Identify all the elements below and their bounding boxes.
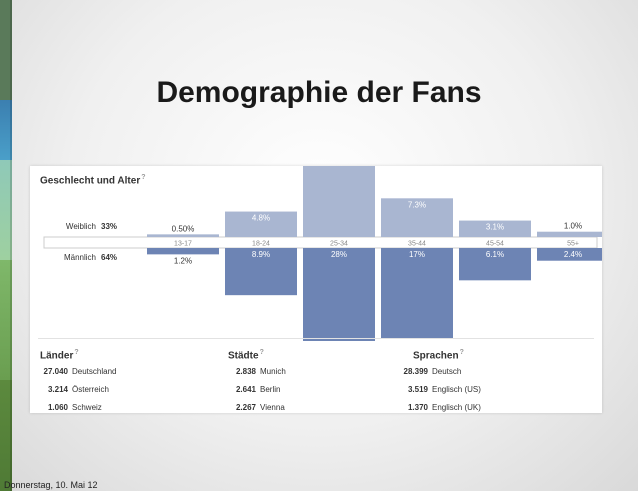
- item-count: 2.838: [235, 367, 256, 376]
- item-name: Österreich: [72, 385, 109, 394]
- data-label-female: 0.50%: [172, 224, 195, 233]
- languages-list: 28.399 Deutsch 3.519 Englisch (US) 1.370 En…: [390, 363, 481, 417]
- data-label-male: 2.4%: [564, 250, 582, 259]
- bar-female: [225, 211, 297, 237]
- section-divider: [38, 338, 594, 339]
- list-item[interactable]: 28.399 Deutsch: [390, 363, 481, 381]
- gender-age-title-text: Geschlecht und Alter: [40, 175, 141, 187]
- item-name: Munich: [260, 367, 286, 376]
- list-item[interactable]: 27.040 Deutschland: [30, 363, 117, 381]
- item-count: 28.399: [403, 367, 428, 376]
- data-label-female: 7.3%: [408, 200, 426, 209]
- demographics-panel: Geschlecht und Alter? Weiblich 33% Männlic…: [30, 166, 602, 413]
- countries-list: 27.040 Deutschland 3.214 Österreich 1.060 S…: [30, 363, 117, 417]
- category-label: 45-54: [486, 241, 504, 248]
- item-name: Deutsch: [432, 367, 462, 376]
- data-label-male: 28%: [331, 250, 347, 259]
- category-label: 55+: [567, 241, 579, 248]
- series-label-male: Männlich: [64, 253, 96, 262]
- help-icon[interactable]: ?: [74, 349, 79, 356]
- data-label-male: 17%: [409, 250, 425, 259]
- countries-title-text: Länder: [40, 350, 74, 362]
- list-item[interactable]: 3.214 Österreich: [30, 381, 116, 399]
- item-name: Berlin: [260, 385, 281, 394]
- footer-date: Donnerstag, 10. Mai 12: [4, 480, 98, 490]
- series-share-female: 33%: [101, 222, 117, 231]
- cities-title: Städte?: [228, 349, 264, 361]
- data-label-male: 8.9%: [252, 250, 270, 259]
- cities-title-text: Städte: [228, 350, 259, 362]
- item-count: 3.519: [407, 385, 428, 394]
- slide-accent-bar: [0, 0, 12, 491]
- list-item[interactable]: 2.838 Munich: [218, 363, 286, 381]
- item-count: 2.267: [235, 403, 256, 412]
- bar-male: [147, 248, 219, 255]
- item-name: Englisch (US): [432, 385, 481, 394]
- bar-female: [537, 231, 602, 237]
- data-label-female: 3.1%: [486, 223, 504, 232]
- bar-female: [303, 166, 375, 237]
- category-label: 18-24: [252, 241, 270, 248]
- help-icon[interactable]: ?: [459, 349, 464, 356]
- bar-female: [381, 198, 453, 237]
- data-label-male: 1.2%: [174, 256, 192, 265]
- gender-age-title: Geschlecht und Alter?: [40, 174, 146, 186]
- list-item[interactable]: 1.060 Schweiz: [30, 399, 116, 417]
- list-item[interactable]: 2.641 Berlin: [218, 381, 286, 399]
- slide-title: Demographie der Fans: [156, 76, 482, 109]
- series-label-female: Weiblich: [66, 222, 96, 231]
- item-count: 2.641: [235, 385, 256, 394]
- list-item[interactable]: 2.267 Vienna: [218, 399, 286, 417]
- item-name: Englisch (UK): [432, 403, 481, 412]
- data-label-female: 1.0%: [564, 222, 582, 231]
- languages-title: Sprachen?: [413, 349, 464, 361]
- category-label: 25-34: [330, 241, 348, 248]
- item-count: 1.370: [407, 403, 428, 412]
- item-count: 1.060: [47, 403, 68, 412]
- item-count: 3.214: [47, 385, 68, 394]
- languages-title-text: Sprachen: [413, 350, 459, 362]
- age-axis-band: [43, 236, 598, 249]
- gender-age-chart: Weiblich 33% Männlich 64% 13-17 0.50% 1.2% 18-2…: [43, 166, 602, 341]
- data-label-female: 4.8%: [252, 214, 270, 223]
- bar-male: [303, 248, 375, 341]
- item-name: Deutschland: [72, 367, 117, 376]
- series-share-male: 64%: [101, 253, 117, 262]
- bar-male: [381, 248, 453, 339]
- cities-list: 2.838 Munich 2.641 Berlin 2.267 Vienna: [218, 363, 286, 417]
- bar-male: [537, 248, 602, 261]
- data-label-male: 6.1%: [486, 250, 504, 259]
- bar-female: [147, 234, 219, 237]
- list-item[interactable]: 3.519 Englisch (US): [390, 381, 481, 399]
- list-item[interactable]: 1.370 Englisch (UK): [390, 399, 481, 417]
- bar-male: [459, 248, 531, 281]
- help-icon[interactable]: ?: [141, 174, 146, 181]
- item-name: Vienna: [260, 403, 285, 412]
- category-label: 35-44: [408, 241, 426, 248]
- item-name: Schweiz: [72, 403, 102, 412]
- help-icon[interactable]: ?: [259, 349, 264, 356]
- bar-female: [459, 220, 531, 237]
- category-label: 13-17: [174, 241, 192, 248]
- item-count: 27.040: [43, 367, 68, 376]
- bar-male: [225, 248, 297, 296]
- countries-title: Länder?: [40, 349, 79, 361]
